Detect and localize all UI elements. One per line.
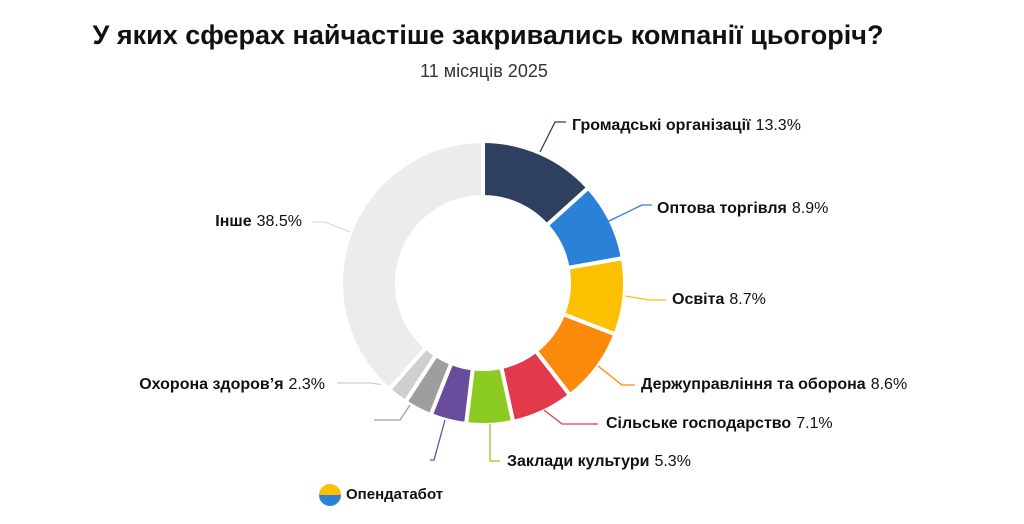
slice-label: Інше 38.5% (215, 213, 302, 230)
slice-label: Охорона здоров’я 2.3% (139, 376, 325, 393)
category-name: Заклади культури (507, 453, 649, 470)
slice-label: Заклади культури 5.3% (507, 453, 691, 470)
value-label: 8.7% (729, 291, 765, 308)
leader-line (489, 424, 500, 462)
slice-label: Держуправління та оборона 8.6% (641, 376, 907, 393)
chart-subtitle: 11 місяців 2025 (420, 61, 548, 81)
value-label: 7.1% (796, 415, 832, 432)
logo: Опендатабот (319, 484, 443, 506)
slice-label: Оптова торгівля 8.9% (657, 200, 828, 217)
leader-line (539, 121, 566, 153)
category-name: Громадські організації (572, 117, 751, 134)
category-name: Держуправління та оборона (641, 376, 866, 393)
chart-title: У яких сферах найчастіше закривались ком… (93, 20, 884, 50)
donut-slice (339, 138, 485, 393)
value-label: 8.6% (871, 376, 907, 393)
category-name: Сільське господарство (606, 415, 791, 432)
leader-line (543, 409, 598, 425)
leader-line (624, 295, 666, 301)
value-label: 5.3% (654, 453, 690, 470)
source: Опендатабот (346, 486, 443, 503)
value-label: 2.3% (289, 376, 325, 393)
leader-line (606, 204, 652, 223)
value-label: 38.5% (257, 213, 302, 230)
slice-label: Громадські організації 13.3% (572, 117, 801, 134)
category-name: Освіта (672, 291, 724, 308)
value-label: 8.9% (792, 200, 828, 217)
value-label: 13.3% (756, 117, 801, 134)
slice-label: Сільське господарство 7.1% (606, 415, 833, 432)
leader-line (312, 221, 351, 233)
category-name: Охорона здоров’я (139, 376, 283, 393)
leader-line (597, 365, 635, 386)
leader-line (374, 404, 411, 421)
category-name: Оптова торгівля (657, 200, 787, 217)
leader-line (430, 419, 446, 461)
slice-label: Освіта 8.7% (672, 291, 766, 308)
category-name: Інше (215, 213, 251, 230)
